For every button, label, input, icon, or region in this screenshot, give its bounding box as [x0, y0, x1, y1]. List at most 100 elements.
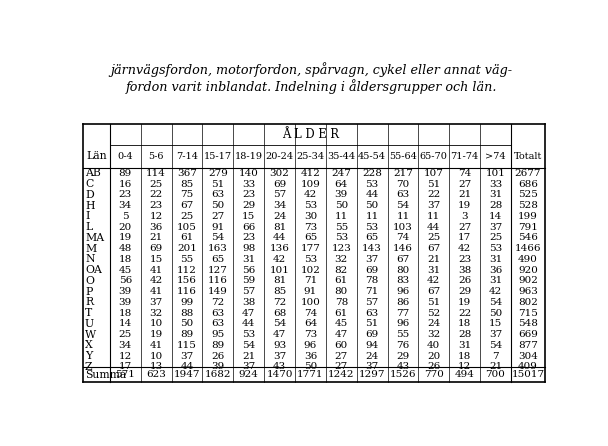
Text: Summa: Summa — [85, 370, 126, 380]
Text: 1242: 1242 — [328, 370, 354, 380]
Text: 247: 247 — [331, 169, 351, 178]
Text: 57: 57 — [365, 298, 379, 307]
Text: H: H — [85, 201, 94, 211]
Text: 95: 95 — [211, 330, 224, 339]
Text: 44: 44 — [273, 233, 286, 242]
Text: 105: 105 — [177, 223, 197, 231]
Text: 74: 74 — [458, 169, 471, 178]
Text: 29: 29 — [242, 201, 255, 210]
Text: 228: 228 — [362, 169, 382, 178]
Text: U: U — [85, 319, 94, 329]
Text: 45-54: 45-54 — [358, 152, 386, 161]
Text: 53: 53 — [304, 201, 317, 210]
Text: 53: 53 — [489, 244, 502, 253]
Text: 20-24: 20-24 — [266, 152, 294, 161]
Text: Totalt: Totalt — [514, 152, 542, 161]
Text: 15: 15 — [150, 255, 163, 264]
Text: 16: 16 — [119, 179, 132, 189]
Text: 19: 19 — [119, 233, 132, 242]
Text: 686: 686 — [518, 179, 538, 189]
Text: 412: 412 — [300, 169, 320, 178]
Text: 37: 37 — [489, 330, 502, 339]
Text: 69: 69 — [273, 179, 286, 189]
Text: 44: 44 — [181, 362, 194, 372]
Text: 13: 13 — [150, 362, 163, 372]
Text: 39: 39 — [119, 298, 132, 307]
Text: 100: 100 — [300, 298, 320, 307]
Text: 112: 112 — [177, 265, 197, 275]
Text: 50: 50 — [489, 309, 502, 318]
Text: 302: 302 — [269, 169, 289, 178]
Text: 23: 23 — [242, 233, 255, 242]
Text: 1771: 1771 — [297, 370, 323, 380]
Text: 42: 42 — [273, 255, 286, 264]
Text: 15017: 15017 — [511, 370, 544, 380]
Text: 525: 525 — [518, 190, 538, 199]
Text: 85: 85 — [273, 287, 286, 296]
Text: 23: 23 — [119, 190, 132, 199]
Text: T: T — [85, 308, 92, 318]
Text: 74: 74 — [396, 233, 410, 242]
Text: 67: 67 — [181, 201, 194, 210]
Text: 35-44: 35-44 — [327, 152, 355, 161]
Text: 101: 101 — [269, 265, 289, 275]
Text: 20: 20 — [427, 351, 440, 360]
Text: 53: 53 — [304, 255, 317, 264]
Text: 47: 47 — [273, 330, 286, 339]
Text: 38: 38 — [242, 298, 255, 307]
Text: 61: 61 — [334, 309, 348, 318]
Text: 11: 11 — [427, 212, 440, 221]
Text: 7: 7 — [492, 351, 499, 360]
Text: 34: 34 — [273, 201, 286, 210]
Text: 27: 27 — [334, 351, 348, 360]
Text: 528: 528 — [518, 201, 538, 210]
Text: 15: 15 — [489, 319, 502, 328]
Text: 27: 27 — [211, 212, 224, 221]
Text: 31: 31 — [427, 265, 440, 275]
Text: Å L D E R: Å L D E R — [282, 128, 339, 141]
Text: 64: 64 — [304, 319, 317, 328]
Text: 18: 18 — [119, 309, 132, 318]
Text: 19: 19 — [458, 201, 471, 210]
Text: 15: 15 — [242, 212, 255, 221]
Text: 53: 53 — [365, 223, 379, 231]
Text: 700: 700 — [486, 370, 505, 380]
Text: 3: 3 — [461, 212, 468, 221]
Text: 924: 924 — [239, 370, 258, 380]
Text: 25: 25 — [427, 233, 440, 242]
Text: 73: 73 — [304, 223, 317, 231]
Text: 10: 10 — [150, 351, 163, 360]
Text: 48: 48 — [119, 244, 132, 253]
Text: 43: 43 — [273, 362, 286, 372]
Text: 75: 75 — [181, 190, 194, 199]
Text: 409: 409 — [518, 362, 538, 372]
Text: L: L — [85, 222, 92, 232]
Text: 71: 71 — [304, 276, 317, 285]
Text: 18: 18 — [119, 255, 132, 264]
Text: 199: 199 — [518, 212, 538, 221]
Text: 67: 67 — [427, 287, 440, 296]
Text: 1297: 1297 — [359, 370, 385, 380]
Text: 102: 102 — [300, 265, 320, 275]
Text: 54: 54 — [211, 233, 224, 242]
Text: 201: 201 — [177, 244, 197, 253]
Text: 34: 34 — [119, 341, 132, 350]
Text: 45: 45 — [334, 319, 348, 328]
Text: 22: 22 — [458, 309, 471, 318]
Text: 21: 21 — [427, 255, 440, 264]
Text: 116: 116 — [208, 276, 228, 285]
Text: 27: 27 — [458, 223, 471, 231]
Text: 68: 68 — [273, 309, 286, 318]
Text: 143: 143 — [362, 244, 382, 253]
Text: 81: 81 — [273, 276, 286, 285]
Text: 1466: 1466 — [514, 244, 541, 253]
Text: 89: 89 — [181, 330, 194, 339]
Text: 56: 56 — [242, 265, 255, 275]
Text: 136: 136 — [269, 244, 289, 253]
Text: 91: 91 — [211, 223, 224, 231]
Text: 548: 548 — [518, 319, 538, 328]
Text: 25: 25 — [489, 233, 502, 242]
Text: 963: 963 — [518, 287, 538, 296]
Text: O: O — [85, 276, 94, 286]
Text: 61: 61 — [334, 276, 348, 285]
